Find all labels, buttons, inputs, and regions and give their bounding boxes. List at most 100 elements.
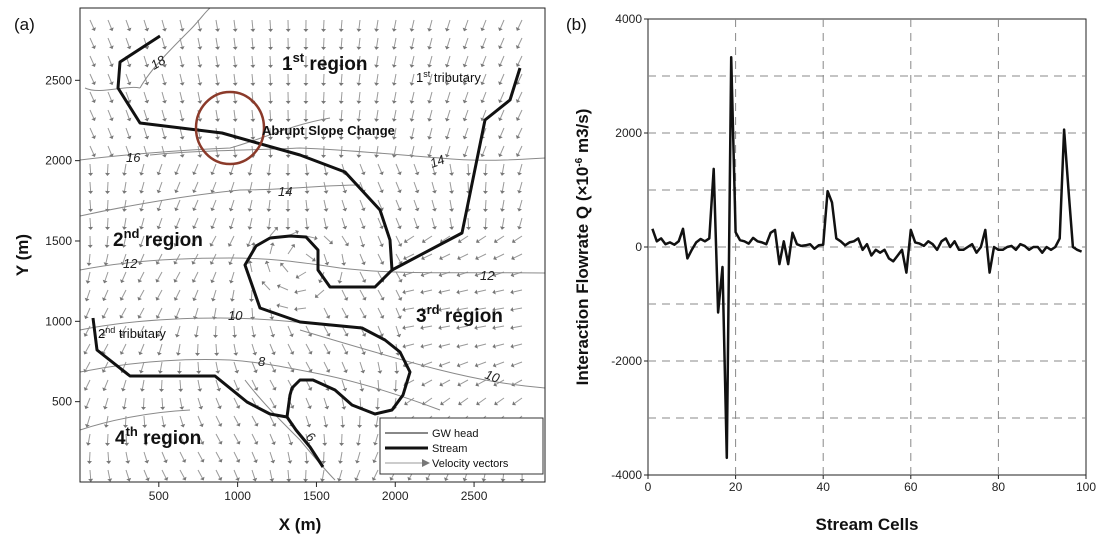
- velocity-vector-head: [109, 27, 114, 32]
- velocity-vector-head: [444, 27, 450, 32]
- velocity-vector: [305, 253, 314, 260]
- velocity-vector-head: [427, 118, 433, 122]
- velocity-vector-head: [306, 423, 312, 428]
- velocity-vector-head: [374, 46, 380, 50]
- velocity-vector: [269, 433, 274, 443]
- velocity-vector-head: [88, 226, 94, 230]
- velocity-vector-head: [342, 207, 348, 212]
- velocity-vector-head: [466, 172, 472, 176]
- velocity-vector: [501, 181, 505, 191]
- velocity-vector: [377, 199, 382, 209]
- velocity-vector-head: [83, 332, 89, 337]
- velocity-vector: [517, 73, 523, 83]
- velocity-vector: [269, 325, 274, 335]
- velocity-vector-head: [123, 424, 128, 428]
- velocity-vector: [323, 343, 329, 353]
- velocity-vector: [287, 343, 293, 353]
- velocity-vector-head: [163, 476, 169, 481]
- velocity-vector: [104, 271, 109, 281]
- x-tick-label: 1500: [303, 489, 330, 503]
- velocity-vector: [89, 217, 92, 228]
- velocity-vector-head: [139, 369, 144, 374]
- map-y-axis-label: Y (m): [13, 234, 32, 276]
- slope-change-label: Abrupt Slope Change: [262, 123, 395, 138]
- velocity-vector-head: [101, 314, 107, 319]
- velocity-vector: [377, 253, 383, 263]
- velocity-vector-head: [391, 100, 397, 104]
- velocity-vector: [424, 397, 433, 404]
- velocity-vector: [495, 307, 505, 311]
- velocity-vector-head: [360, 207, 366, 212]
- velocity-vector: [269, 91, 272, 102]
- velocity-vector: [212, 181, 217, 191]
- x-tick-label: 80: [992, 480, 1006, 494]
- velocity-vector: [86, 397, 91, 407]
- velocity-vector-head: [192, 189, 197, 194]
- velocity-vector-head: [338, 28, 344, 32]
- velocity-vector: [377, 163, 382, 173]
- velocity-vector-head: [179, 154, 185, 158]
- velocity-vector-head: [87, 460, 92, 464]
- velocity-vector: [395, 181, 400, 191]
- velocity-vector: [341, 235, 348, 244]
- velocity-vector-head: [510, 289, 514, 295]
- velocity-vector: [194, 307, 199, 317]
- velocity-vector: [251, 73, 254, 84]
- velocity-vector: [233, 415, 239, 425]
- velocity-vector-head: [126, 99, 132, 104]
- velocity-vector-head: [379, 314, 385, 319]
- velocity-vector: [477, 361, 487, 366]
- velocity-vector: [179, 415, 184, 425]
- velocity-vector-head: [379, 207, 384, 212]
- velocity-vector-head: [397, 189, 402, 194]
- velocity-vector: [460, 235, 469, 242]
- velocity-vector: [124, 181, 127, 191]
- velocity-vector: [374, 451, 379, 461]
- region-label-3: 3rd region: [416, 302, 503, 327]
- velocity-vector-head: [191, 278, 197, 283]
- velocity-vector: [359, 181, 364, 191]
- velocity-vector-head: [232, 118, 238, 122]
- velocity-vector-head: [341, 406, 347, 410]
- velocity-vector-head: [397, 296, 403, 301]
- velocity-vector-head: [517, 171, 522, 176]
- velocity-vector-head: [232, 64, 238, 68]
- velocity-vector-head: [232, 28, 238, 32]
- velocity-vector: [340, 109, 343, 120]
- velocity-vector-head: [438, 307, 442, 313]
- velocity-vector: [143, 55, 148, 65]
- velocity-vector-head: [285, 226, 291, 230]
- velocity-vector: [140, 235, 145, 245]
- velocity-vector: [358, 109, 361, 119]
- velocity-vector: [517, 37, 523, 47]
- velocity-vector-head: [143, 442, 149, 446]
- velocity-vector-head: [438, 343, 442, 349]
- velocity-vector-head: [515, 45, 521, 49]
- velocity-vector-head: [106, 460, 112, 464]
- velocity-vector-head: [178, 388, 184, 392]
- velocity-vector-head: [289, 333, 294, 338]
- velocity-vector-head: [480, 45, 486, 50]
- velocity-vector: [248, 235, 253, 245]
- velocity-vector: [193, 271, 199, 281]
- main-stream: [116, 34, 412, 468]
- velocity-vector-head: [444, 63, 450, 68]
- velocity-vector-head: [177, 370, 182, 374]
- velocity-vector: [499, 127, 505, 137]
- velocity-vector: [143, 415, 146, 426]
- velocity-vector-head: [498, 153, 503, 158]
- velocity-vector: [441, 307, 451, 311]
- velocity-vector-head: [493, 238, 498, 244]
- velocity-vector: [340, 91, 343, 102]
- velocity-vector-head: [432, 207, 437, 212]
- velocity-vector-head: [247, 260, 253, 264]
- contour-8: [79, 359, 321, 375]
- velocity-vector: [341, 289, 347, 299]
- velocity-vector-head: [360, 225, 366, 230]
- velocity-vector: [179, 433, 184, 443]
- velocity-vector-head: [303, 136, 309, 140]
- velocity-vector-head: [403, 255, 407, 261]
- velocity-vector: [122, 379, 127, 389]
- velocity-vector-head: [162, 45, 167, 50]
